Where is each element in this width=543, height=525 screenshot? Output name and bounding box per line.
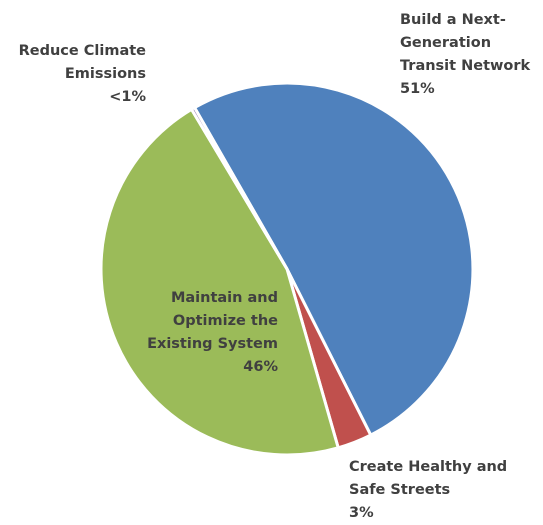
pie-slice-2 [99, 107, 340, 457]
slice-label-line: Transit Network [400, 58, 531, 74]
slice-value-label: 51% [400, 81, 435, 97]
slice-value-label: 3% [349, 505, 374, 521]
slice-value-label: <1% [109, 89, 146, 105]
slice-label-line: Emissions [64, 66, 146, 82]
pie-slice-0 [193, 81, 475, 437]
slice-label-maintain-system: Maintain and Optimize the Existing Syste… [130, 287, 278, 379]
slice-label-line: Safe Streets [349, 482, 451, 498]
slice-label-line: Build a Next- [400, 12, 506, 28]
slice-label-line: Optimize the [172, 313, 278, 329]
slice-label-line: Existing System [147, 336, 278, 352]
slice-label-reduce-emissions: Reduce Climate Emissions <1% [0, 40, 146, 109]
slice-label-line: Reduce Climate [18, 43, 146, 59]
slice-label-healthy-streets: Create Healthy and Safe Streets 3% [349, 456, 507, 525]
slice-label-line: Maintain and [170, 290, 278, 306]
slice-label-line: Create Healthy and [349, 459, 508, 475]
slice-label-line: Generation [400, 35, 492, 51]
pie-slice-3 [190, 106, 289, 271]
slice-label-build-transit: Build a Next- Generation Transit Network… [400, 9, 530, 101]
slice-value-label: 46% [243, 359, 278, 375]
